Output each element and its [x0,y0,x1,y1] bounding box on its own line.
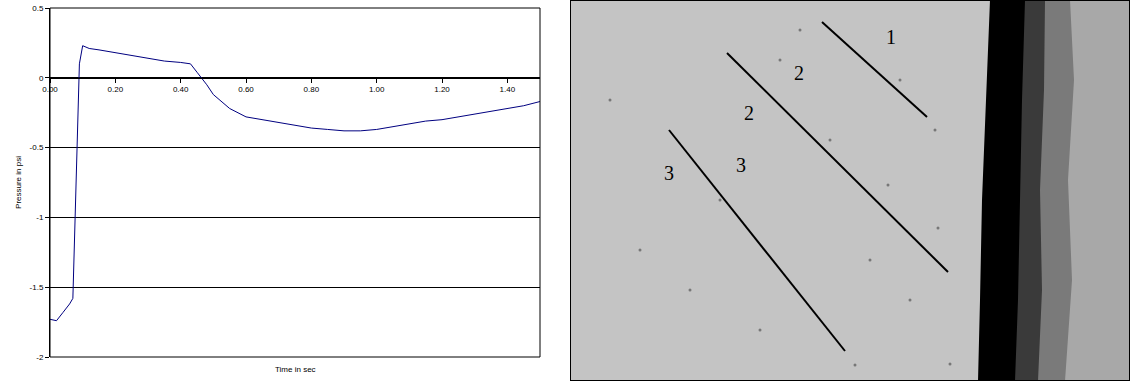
svg-text:1.40: 1.40 [500,85,516,94]
svg-text:2: 2 [794,62,804,84]
svg-text:Time in sec: Time in sec [275,365,316,374]
svg-text:0.60: 0.60 [238,85,254,94]
svg-text:-1: -1 [36,213,44,222]
svg-text:1: 1 [886,26,896,48]
svg-text:0.80: 0.80 [304,85,320,94]
svg-text:1.20: 1.20 [434,85,450,94]
svg-text:-2: -2 [36,353,44,362]
svg-text:3: 3 [736,154,746,176]
svg-text:1.00: 1.00 [369,85,385,94]
svg-text:0.00: 0.00 [42,85,58,94]
svg-text:0.5: 0.5 [32,4,44,13]
svg-text:-1.5: -1.5 [30,283,44,292]
svg-text:2: 2 [744,102,754,124]
svg-text:-0.5: -0.5 [30,143,44,152]
svg-text:3: 3 [664,162,674,184]
svg-text:0: 0 [39,74,44,83]
svg-text:0.40: 0.40 [173,85,189,94]
svg-text:Pressure in psi: Pressure in psi [14,156,23,209]
svg-text:0.20: 0.20 [108,85,124,94]
